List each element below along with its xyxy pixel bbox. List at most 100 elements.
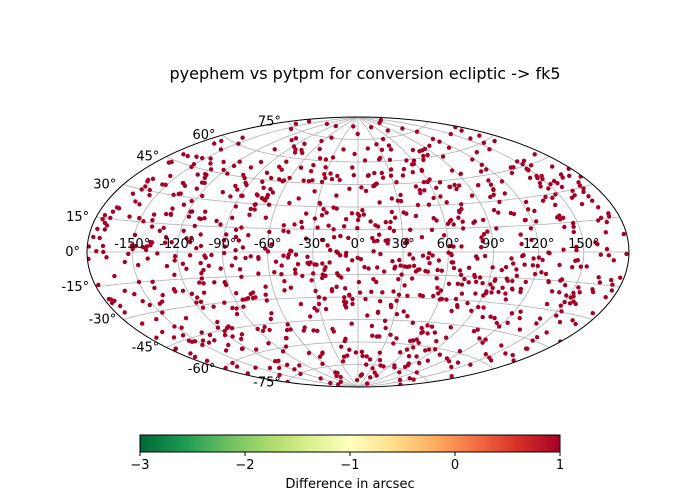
data-point	[413, 213, 419, 219]
data-point	[317, 201, 323, 206]
data-point	[160, 310, 165, 315]
data-point	[323, 306, 329, 312]
data-point	[387, 225, 392, 231]
data-point	[188, 351, 193, 356]
data-point	[266, 202, 272, 207]
data-point	[456, 215, 461, 220]
data-point	[598, 252, 603, 257]
data-point	[240, 135, 245, 140]
data-point	[194, 186, 199, 191]
data-point	[434, 218, 439, 223]
data-point	[598, 215, 604, 220]
data-point	[309, 278, 314, 283]
data-point	[328, 247, 333, 253]
data-point	[346, 235, 351, 241]
data-point	[281, 228, 286, 233]
data-point	[544, 330, 549, 335]
data-point	[317, 354, 323, 359]
data-point	[320, 351, 325, 356]
data-point	[425, 323, 430, 328]
data-point	[314, 262, 319, 267]
data-point	[370, 235, 375, 241]
data-point	[260, 328, 266, 333]
data-point	[596, 275, 601, 280]
colorbar-tick-label: −1	[340, 458, 359, 473]
data-point	[517, 315, 522, 321]
data-point	[163, 235, 169, 240]
data-point	[427, 261, 432, 266]
data-point	[444, 200, 449, 205]
data-point	[351, 124, 356, 129]
data-point	[374, 279, 379, 285]
data-point	[570, 188, 575, 193]
data-point	[162, 240, 168, 245]
data-point	[296, 196, 301, 201]
data-point	[319, 237, 325, 243]
data-point	[147, 302, 152, 308]
data-point	[172, 272, 177, 277]
data-point	[350, 165, 355, 170]
data-point	[270, 190, 276, 195]
data-point	[200, 155, 205, 161]
data-point	[160, 182, 165, 187]
data-point	[375, 265, 380, 270]
data-point	[544, 301, 550, 307]
data-point	[528, 163, 534, 168]
data-point	[437, 180, 443, 185]
data-point	[578, 264, 583, 269]
data-point	[455, 281, 460, 286]
parallel-line	[123, 184, 593, 208]
data-point	[349, 321, 354, 326]
data-point	[379, 170, 384, 176]
data-point	[449, 252, 454, 258]
data-point	[208, 167, 214, 172]
data-point	[391, 289, 396, 294]
data-point	[226, 342, 231, 348]
data-point	[449, 364, 454, 370]
data-point	[559, 277, 565, 282]
data-point	[264, 170, 270, 175]
data-point	[284, 327, 290, 333]
data-point	[481, 232, 487, 237]
data-point	[234, 291, 239, 296]
data-point	[621, 231, 626, 237]
data-point	[122, 310, 127, 315]
data-point	[399, 272, 404, 277]
data-point	[573, 321, 578, 327]
data-point	[573, 258, 578, 263]
data-point	[446, 250, 451, 255]
data-point	[326, 223, 331, 228]
data-point	[338, 374, 343, 380]
data-point	[466, 265, 472, 270]
data-point	[252, 202, 257, 207]
data-point	[510, 278, 515, 284]
data-point	[405, 314, 410, 319]
data-point	[432, 330, 438, 335]
parallel-line	[166, 156, 550, 185]
data-point	[146, 177, 151, 183]
data-point	[499, 179, 505, 184]
data-point	[361, 212, 366, 217]
data-point	[503, 351, 508, 356]
data-point	[388, 167, 394, 172]
data-point	[308, 169, 314, 174]
data-point	[404, 347, 410, 352]
data-point	[411, 256, 416, 261]
data-point	[168, 173, 173, 179]
data-point	[530, 338, 535, 343]
data-point	[150, 218, 155, 223]
data-point	[233, 248, 238, 253]
data-point	[410, 147, 416, 153]
data-point	[422, 188, 427, 193]
data-point	[370, 333, 375, 338]
data-point	[155, 251, 160, 256]
data-point	[527, 175, 533, 180]
data-point	[521, 158, 527, 163]
data-point	[394, 180, 399, 185]
data-point	[418, 190, 423, 196]
data-point	[426, 347, 432, 352]
data-point	[398, 263, 403, 268]
data-point	[269, 311, 274, 316]
data-point	[341, 224, 347, 229]
data-point	[306, 350, 312, 356]
